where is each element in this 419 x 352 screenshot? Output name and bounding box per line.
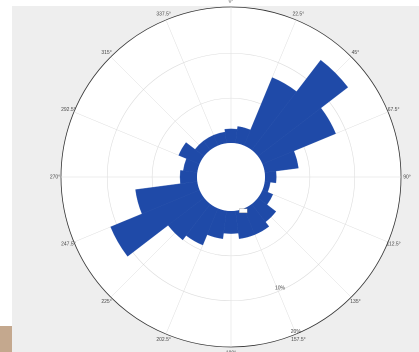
direction-label: 270° bbox=[50, 174, 60, 180]
corner-swatch bbox=[0, 326, 12, 352]
direction-label: 337.5° bbox=[156, 12, 171, 18]
direction-label: 315° bbox=[101, 50, 111, 56]
direction-label: 135° bbox=[350, 299, 360, 305]
direction-label: 247.5° bbox=[61, 242, 76, 248]
direction-label: 180° bbox=[226, 350, 236, 352]
center-hole bbox=[197, 143, 265, 211]
direction-label: 112.5° bbox=[387, 242, 401, 248]
ring-label: 10% bbox=[275, 286, 286, 292]
grid-spoke bbox=[165, 19, 219, 146]
direction-label: 157.5° bbox=[291, 337, 306, 343]
direction-label: 45° bbox=[352, 50, 360, 56]
direction-label: 0° bbox=[229, 0, 234, 4]
direction-label: 292.5° bbox=[61, 107, 76, 113]
direction-label: 22.5° bbox=[292, 12, 304, 18]
ring-label: 20% bbox=[291, 329, 302, 335]
grid-spoke bbox=[262, 189, 389, 243]
rose-sector-6 bbox=[264, 170, 277, 184]
direction-label: 67.5° bbox=[388, 107, 400, 113]
center-box bbox=[239, 208, 248, 214]
rose-sector-0 bbox=[224, 128, 238, 144]
direction-label: 202.5° bbox=[156, 337, 171, 343]
direction-label: 225° bbox=[101, 299, 111, 305]
grid-spoke bbox=[110, 56, 208, 154]
direction-label: 90° bbox=[403, 174, 411, 180]
